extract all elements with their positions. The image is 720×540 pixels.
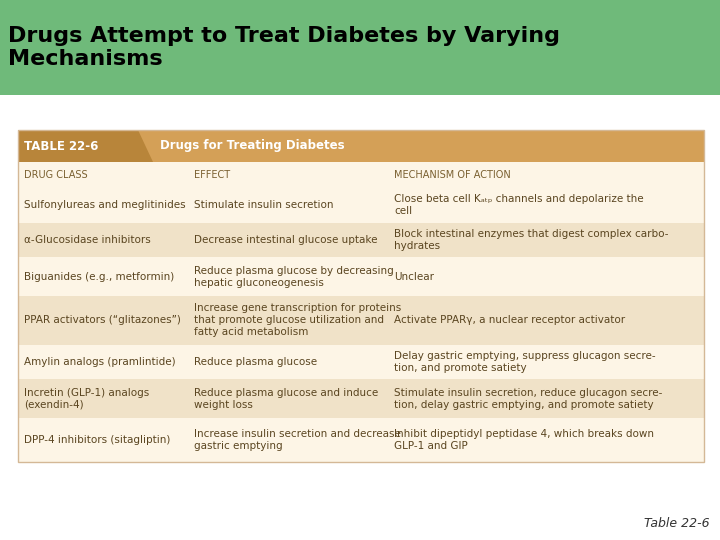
Text: Activate PPARγ, a nuclear receptor activator: Activate PPARγ, a nuclear receptor activ… xyxy=(394,315,625,326)
Text: EFFECT: EFFECT xyxy=(194,170,230,180)
Text: MECHANISM OF ACTION: MECHANISM OF ACTION xyxy=(394,170,510,180)
Text: Block intestinal enzymes that digest complex carbo-
hydrates: Block intestinal enzymes that digest com… xyxy=(394,229,668,251)
Polygon shape xyxy=(138,130,153,162)
Text: PPAR activators (“glitazones”): PPAR activators (“glitazones”) xyxy=(24,315,181,326)
Bar xyxy=(18,162,704,188)
Text: TABLE 22-6: TABLE 22-6 xyxy=(24,139,99,152)
Text: Close beta cell Kₐₜₚ channels and depolarize the
cell: Close beta cell Kₐₜₚ channels and depola… xyxy=(394,194,644,216)
Text: Unclear: Unclear xyxy=(394,272,434,282)
Text: Drugs Attempt to Treat Diabetes by Varying
Mechanisms: Drugs Attempt to Treat Diabetes by Varyi… xyxy=(8,26,560,69)
Text: DPP-4 inhibitors (sitagliptin): DPP-4 inhibitors (sitagliptin) xyxy=(24,435,171,445)
Text: Increase insulin secretion and decrease
gastric emptying: Increase insulin secretion and decrease … xyxy=(194,429,401,451)
Text: Increase gene transcription for proteins
that promote glucose utilization and
fa: Increase gene transcription for proteins… xyxy=(194,303,401,338)
Text: Reduce plasma glucose and induce
weight loss: Reduce plasma glucose and induce weight … xyxy=(194,388,378,410)
Text: Amylin analogs (pramlintide): Amylin analogs (pramlintide) xyxy=(24,357,176,367)
Bar xyxy=(18,130,704,462)
Bar xyxy=(18,130,138,162)
Text: DRUG CLASS: DRUG CLASS xyxy=(24,170,88,180)
Bar xyxy=(18,222,704,257)
Bar xyxy=(18,345,704,379)
Text: Stimulate insulin secretion, reduce glucagon secre-
tion, delay gastric emptying: Stimulate insulin secretion, reduce gluc… xyxy=(394,388,662,410)
Bar xyxy=(18,130,704,162)
Bar xyxy=(18,379,704,418)
Text: α-Glucosidase inhibitors: α-Glucosidase inhibitors xyxy=(24,235,150,245)
Text: Reduce plasma glucose by decreasing
hepatic gluconeogenesis: Reduce plasma glucose by decreasing hepa… xyxy=(194,266,394,288)
Bar xyxy=(0,0,720,95)
Bar xyxy=(18,418,704,462)
Text: Delay gastric emptying, suppress glucagon secre-
tion, and promote satiety: Delay gastric emptying, suppress glucago… xyxy=(394,351,656,373)
Text: Incretin (GLP-1) analogs
(exendin-4): Incretin (GLP-1) analogs (exendin-4) xyxy=(24,388,149,410)
Bar xyxy=(18,296,704,345)
Text: Table 22-6: Table 22-6 xyxy=(644,517,710,530)
Text: Reduce plasma glucose: Reduce plasma glucose xyxy=(194,357,317,367)
Text: Stimulate insulin secretion: Stimulate insulin secretion xyxy=(194,200,333,210)
Text: Drugs for Treating Diabetes: Drugs for Treating Diabetes xyxy=(160,139,345,152)
Text: Decrease intestinal glucose uptake: Decrease intestinal glucose uptake xyxy=(194,235,377,245)
Text: Sulfonylureas and meglitinides: Sulfonylureas and meglitinides xyxy=(24,200,186,210)
Bar xyxy=(18,188,704,222)
Text: Biguanides (e.g., metformin): Biguanides (e.g., metformin) xyxy=(24,272,174,282)
Text: Inhibit dipeptidyl peptidase 4, which breaks down
GLP-1 and GIP: Inhibit dipeptidyl peptidase 4, which br… xyxy=(394,429,654,451)
Bar xyxy=(18,257,704,296)
